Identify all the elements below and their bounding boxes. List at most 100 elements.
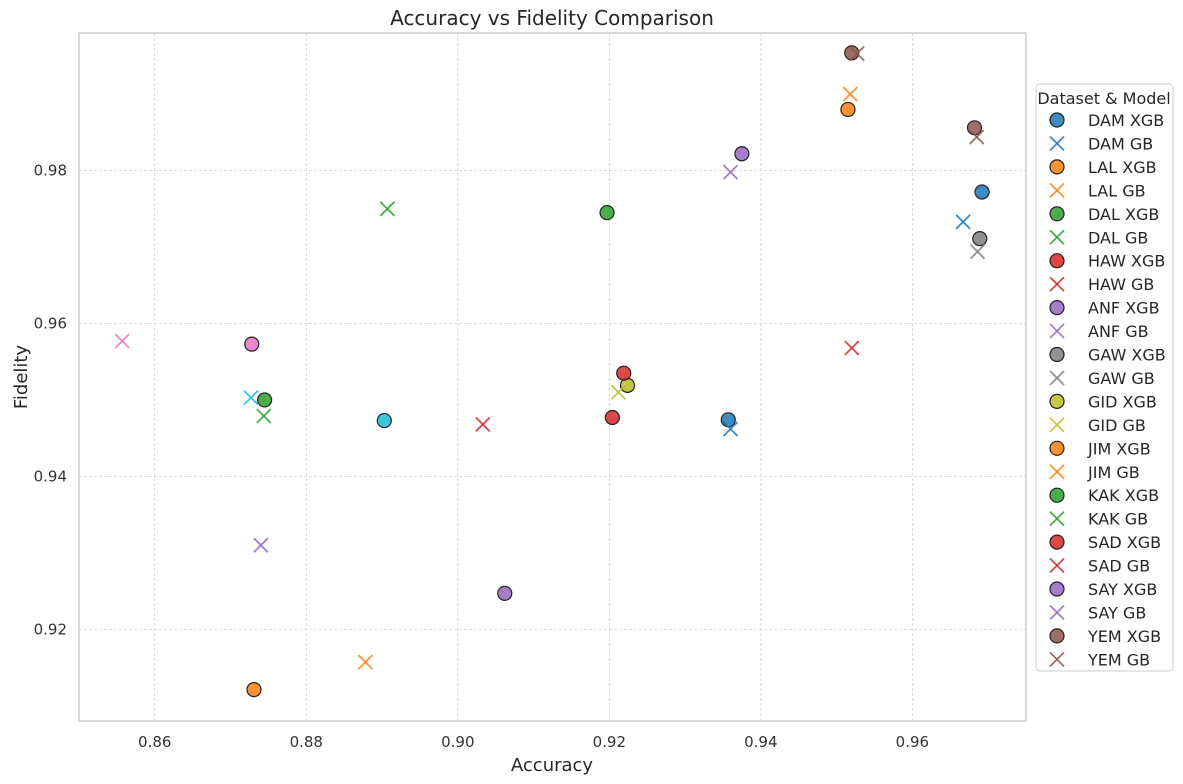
y-tick-label: 0.96	[34, 314, 67, 332]
data-point-stroke	[379, 201, 395, 217]
legend-marker	[1049, 464, 1065, 480]
legend-marker	[1049, 300, 1065, 316]
legend-title: Dataset & Model	[1037, 89, 1170, 108]
data-point	[969, 243, 986, 260]
legend-marker	[1049, 628, 1065, 644]
data-point	[497, 585, 513, 601]
legend-label: SAD XGB	[1088, 533, 1161, 552]
legend-marker	[1049, 487, 1065, 503]
data-point	[257, 392, 273, 408]
legend-label: KAK XGB	[1088, 486, 1159, 505]
data-point	[599, 205, 615, 221]
data-point	[114, 333, 130, 349]
legend-marker	[1049, 253, 1065, 269]
legend-marker	[1049, 534, 1065, 550]
data-point	[256, 408, 272, 424]
legend-marker	[1049, 440, 1065, 456]
legend-marker-stroke	[1049, 323, 1065, 339]
data-point-stroke	[610, 384, 627, 400]
legend-label: LAL GB	[1088, 181, 1146, 200]
legend-marker	[1049, 393, 1065, 409]
legend-label: DAL GB	[1088, 228, 1148, 247]
legend-marker	[1049, 417, 1065, 433]
legend-marker-stroke	[1049, 370, 1065, 386]
data-point	[720, 412, 736, 428]
legend-label: DAL XGB	[1088, 205, 1159, 224]
x-tick-label: 0.96	[896, 733, 929, 751]
legend-marker	[1049, 135, 1065, 152]
y-axis-label: Fidelity	[11, 345, 32, 410]
legend-label: SAY XGB	[1088, 580, 1157, 599]
data-point	[734, 146, 750, 162]
legend-label: ANF XGB	[1088, 299, 1160, 318]
data-point	[849, 46, 865, 62]
x-tick-label: 0.90	[441, 733, 474, 751]
legend-marker-stroke	[1049, 417, 1065, 433]
legend-label: GAW XGB	[1088, 346, 1166, 365]
data-point	[616, 365, 632, 381]
legend-marker	[1049, 159, 1065, 175]
legend-marker	[1049, 557, 1065, 574]
legend-label: YEM GB	[1087, 650, 1150, 669]
legend-label: LAL XGB	[1088, 158, 1157, 177]
legend-marker-stroke	[1049, 464, 1065, 480]
legend-entries: DAM XGB DAM GB LAL XGB LAL GB DAL XGB DAL GB H…	[1049, 111, 1166, 669]
legend-marker	[1049, 229, 1065, 245]
legend-marker	[1049, 206, 1065, 222]
legend-marker-stroke	[1049, 511, 1065, 527]
plot-frame	[78, 32, 1027, 722]
legend-marker	[1049, 651, 1065, 667]
data-point-stroke	[969, 129, 985, 145]
legend-marker-stroke	[1049, 276, 1065, 292]
x-tick-label: 0.86	[138, 733, 171, 751]
data-point	[722, 164, 739, 180]
data-point-stroke	[243, 390, 259, 406]
legend-marker	[1049, 346, 1065, 363]
legend-marker	[1049, 581, 1065, 597]
legend-marker	[1049, 511, 1065, 527]
legend-marker	[1049, 323, 1065, 339]
data-point	[842, 86, 858, 102]
legend-marker-stroke	[1049, 182, 1065, 198]
chart-title: Accuracy vs Fidelity Comparison	[390, 6, 714, 30]
legend-label: GAW GB	[1088, 369, 1155, 388]
legend-marker	[1049, 112, 1065, 128]
x-tick-label: 0.88	[290, 733, 323, 751]
x-tick-label: 0.94	[744, 733, 777, 751]
legend-label: GID GB	[1088, 416, 1146, 435]
data-point-stroke	[475, 416, 491, 433]
legend-label: DAM XGB	[1088, 111, 1164, 130]
data-point	[722, 421, 739, 437]
data-point-stroke	[955, 214, 971, 230]
grid-lines	[79, 33, 1026, 721]
legend-marker	[1049, 370, 1065, 386]
legend-marker	[1049, 276, 1065, 292]
data-point-stroke	[842, 86, 858, 102]
legend-marker-stroke	[1049, 229, 1065, 245]
legend-label: JIM GB	[1087, 463, 1140, 482]
x-axis-label: Accuracy	[511, 755, 594, 776]
legend-label: GID XGB	[1088, 392, 1157, 411]
tick-labels: 0.86 0.88 0.90 0.92 0.94 0.96 0.92 0.94 0.96 0.98	[34, 162, 929, 751]
legend-marker-stroke	[1049, 604, 1065, 621]
data-point	[966, 120, 983, 136]
data-point	[955, 214, 971, 230]
data-point	[246, 682, 262, 698]
legend-marker-stroke	[1049, 557, 1065, 574]
legend-label: ANF GB	[1088, 322, 1149, 341]
data-point	[844, 340, 860, 356]
legend-label: JIM XGB	[1087, 439, 1151, 458]
legend-label: HAW XGB	[1088, 252, 1165, 271]
legend-box	[1035, 83, 1174, 672]
y-tick-label: 0.98	[34, 162, 67, 180]
data-point	[243, 390, 259, 406]
data-point-stroke	[256, 408, 272, 424]
data-point	[840, 101, 856, 118]
x-tick-label: 0.92	[593, 733, 626, 751]
legend-marker	[1049, 604, 1065, 621]
data-point-stroke	[722, 164, 739, 180]
legend-marker-stroke	[1049, 135, 1065, 152]
legend-label: SAD GB	[1088, 557, 1150, 576]
data-point	[379, 201, 395, 217]
